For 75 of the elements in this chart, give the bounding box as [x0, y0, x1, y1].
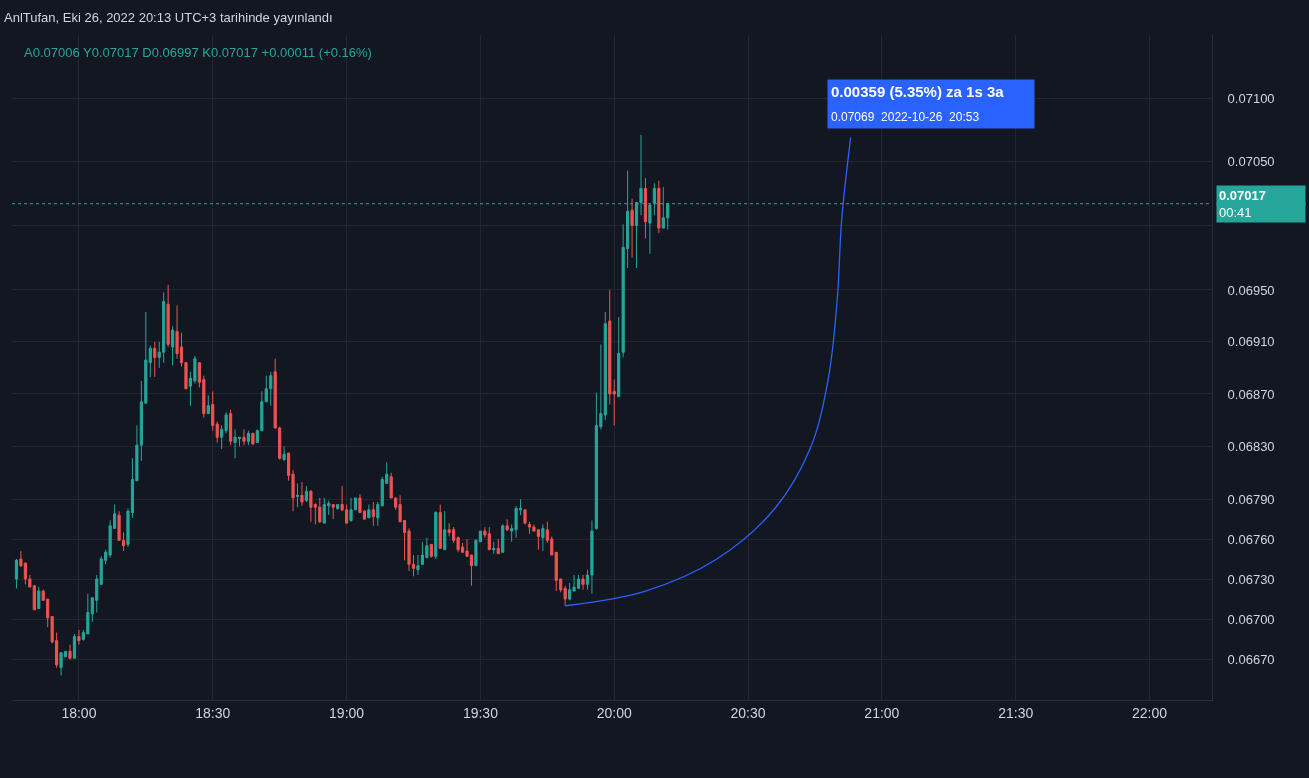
candlestick — [153, 341, 157, 378]
candlestick — [501, 523, 505, 553]
annotation: A0.07006 Y0.07017 D0.06997 K0.07017 +0.00011 (+0.16%) — [24, 45, 372, 60]
x-tick-label: 21:30 — [998, 704, 1034, 721]
candlestick — [630, 198, 634, 259]
candlestick — [282, 445, 286, 462]
candlestick — [304, 485, 309, 503]
candlestick — [336, 504, 340, 511]
candlestick — [443, 510, 447, 551]
text: AnlTufan, Eki 26, 2022 20:13 UTC+3 tarihinde yayınlandı — [4, 10, 333, 25]
y-tick-label: 0.06670 — [1227, 652, 1275, 668]
x-tick-label: 18:00 — [61, 704, 97, 721]
candlestick — [438, 504, 442, 549]
candlestick — [72, 633, 77, 659]
x-tick-label: 22:00 — [1132, 704, 1168, 721]
candlestick — [269, 371, 273, 407]
candlestick — [228, 409, 233, 446]
annotation: 0.00359 (5.35%) za 1s 3a — [831, 83, 1005, 100]
candlestick — [206, 394, 210, 415]
candlestick — [617, 316, 621, 398]
candlestick — [68, 644, 72, 660]
candlestick — [429, 543, 433, 559]
candlestick — [14, 558, 19, 589]
y-tick-label: 0.06910 — [1227, 334, 1275, 350]
candlestick — [246, 430, 251, 446]
candlestick — [166, 284, 170, 348]
line-series — [564, 136, 852, 607]
candlestick — [300, 481, 304, 507]
candlestick — [349, 497, 353, 523]
candlestick — [171, 325, 175, 366]
x-tick-label: 21:00 — [864, 704, 900, 721]
candlestick — [581, 574, 585, 591]
y-tick-label: 0.06760 — [1227, 531, 1275, 547]
candlestick — [233, 428, 237, 459]
candlestick — [318, 497, 322, 524]
candlestick — [523, 509, 527, 525]
y-tick-label: 0.07050 — [1227, 154, 1275, 170]
x-tick-label: 20:30 — [730, 704, 766, 721]
candlestick — [590, 519, 594, 595]
ref-line-label: 0.07017 — [1219, 188, 1266, 203]
candlestick — [643, 177, 648, 239]
y-tick-label: 0.06730 — [1227, 571, 1275, 587]
x-tick-label: 19:00 — [329, 704, 365, 721]
y-tick-label: 0.06830 — [1227, 439, 1275, 455]
y-tick-label: 0.06950 — [1227, 282, 1275, 298]
candlestick — [492, 541, 496, 555]
x-tick-label: 19:30 — [462, 704, 499, 721]
x-tick-label: 18:30 — [195, 704, 231, 721]
candlestick — [416, 554, 420, 576]
candlestick — [37, 586, 41, 609]
x-tick-label: 20:00 — [596, 704, 632, 721]
candlestick — [59, 652, 63, 677]
y-tick-label: 0.06870 — [1227, 386, 1275, 402]
candlestick — [527, 521, 532, 535]
candlestick — [77, 629, 81, 646]
candlestick — [367, 504, 371, 519]
candlestick — [434, 510, 438, 560]
y-tick-label: 0.06790 — [1227, 491, 1275, 507]
candlestick — [309, 489, 313, 523]
annotation: 0.07069 2022-10-26 20:53 — [831, 110, 980, 124]
candlestick — [496, 538, 500, 555]
text: 00:41 — [1219, 205, 1252, 220]
candlestick — [331, 504, 335, 520]
candlestick — [242, 428, 246, 446]
candlestick — [576, 574, 581, 589]
y-tick-label: 0.07100 — [1227, 90, 1275, 106]
candlestick — [541, 523, 545, 552]
candlestick — [505, 518, 509, 532]
candlestick — [487, 526, 491, 551]
candlestick — [295, 482, 300, 508]
candlestick — [251, 432, 255, 446]
candlestick — [657, 180, 661, 234]
candlestick — [371, 501, 375, 527]
y-tick-label: 0.06700 — [1227, 611, 1275, 627]
candlestick — [322, 497, 326, 524]
